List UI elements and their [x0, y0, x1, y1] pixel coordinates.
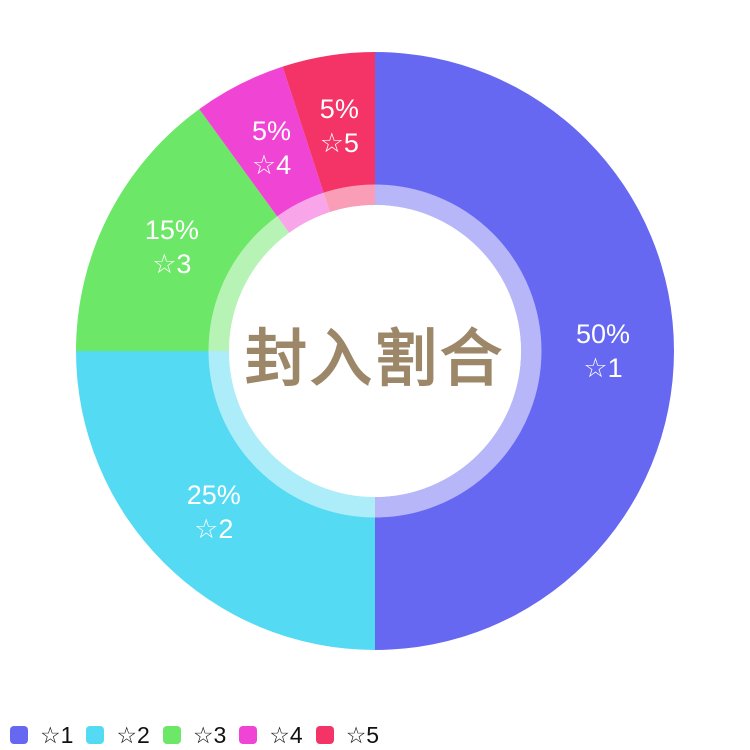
slice-category-text: ☆2 [194, 514, 234, 545]
legend-label-5: ☆5 [345, 722, 380, 748]
legend-label-1: ☆1 [40, 722, 74, 748]
slice-label-2: 25% ☆2 [187, 478, 241, 546]
slice-percent-text: 15% [144, 215, 199, 246]
slice-label-5: 5% ☆5 [320, 92, 359, 160]
legend-swatch-4 [239, 726, 258, 744]
legend-swatch-1 [10, 726, 28, 744]
slice-category-text: ☆4 [251, 149, 292, 180]
donut-slice-5[interactable] [282, 52, 375, 213]
slice-category-text: ☆5 [319, 127, 359, 158]
legend: ☆1 ☆2 ☆3 ☆4 ☆5 [10, 722, 380, 748]
donut-inner-highlight-ring [208, 184, 542, 518]
slice-percent-text: 25% [186, 480, 241, 511]
legend-swatch-3 [162, 726, 181, 744]
legend-item-1[interactable]: ☆1 [10, 722, 74, 748]
legend-item-5[interactable]: ☆5 [315, 722, 380, 748]
slice-percent-text: 5% [251, 115, 291, 146]
legend-label-4: ☆4 [269, 722, 303, 748]
slice-label-3: 15% ☆3 [145, 213, 199, 281]
slice-percent-text: 5% [319, 93, 359, 124]
legend-item-3[interactable]: ☆3 [162, 722, 227, 748]
legend-label-2: ☆2 [116, 722, 150, 748]
slice-label-1: 50% ☆1 [576, 317, 630, 385]
slice-category-text: ☆1 [583, 353, 623, 383]
legend-item-4[interactable]: ☆4 [239, 722, 303, 748]
donut-slice-4[interactable] [199, 66, 330, 233]
chart-center-title: 封入割合 [244, 325, 506, 394]
legend-swatch-5 [315, 726, 334, 744]
legend-label-3: ☆3 [192, 722, 227, 748]
slice-label-4: 5% ☆4 [252, 114, 291, 182]
slice-percent-text: 50% [575, 319, 631, 349]
legend-swatch-2 [86, 726, 105, 744]
slice-category-text: ☆3 [152, 249, 192, 280]
donut-slice-2[interactable] [76, 351, 375, 650]
donut-center-hole [229, 205, 521, 497]
legend-item-2[interactable]: ☆2 [86, 722, 150, 748]
